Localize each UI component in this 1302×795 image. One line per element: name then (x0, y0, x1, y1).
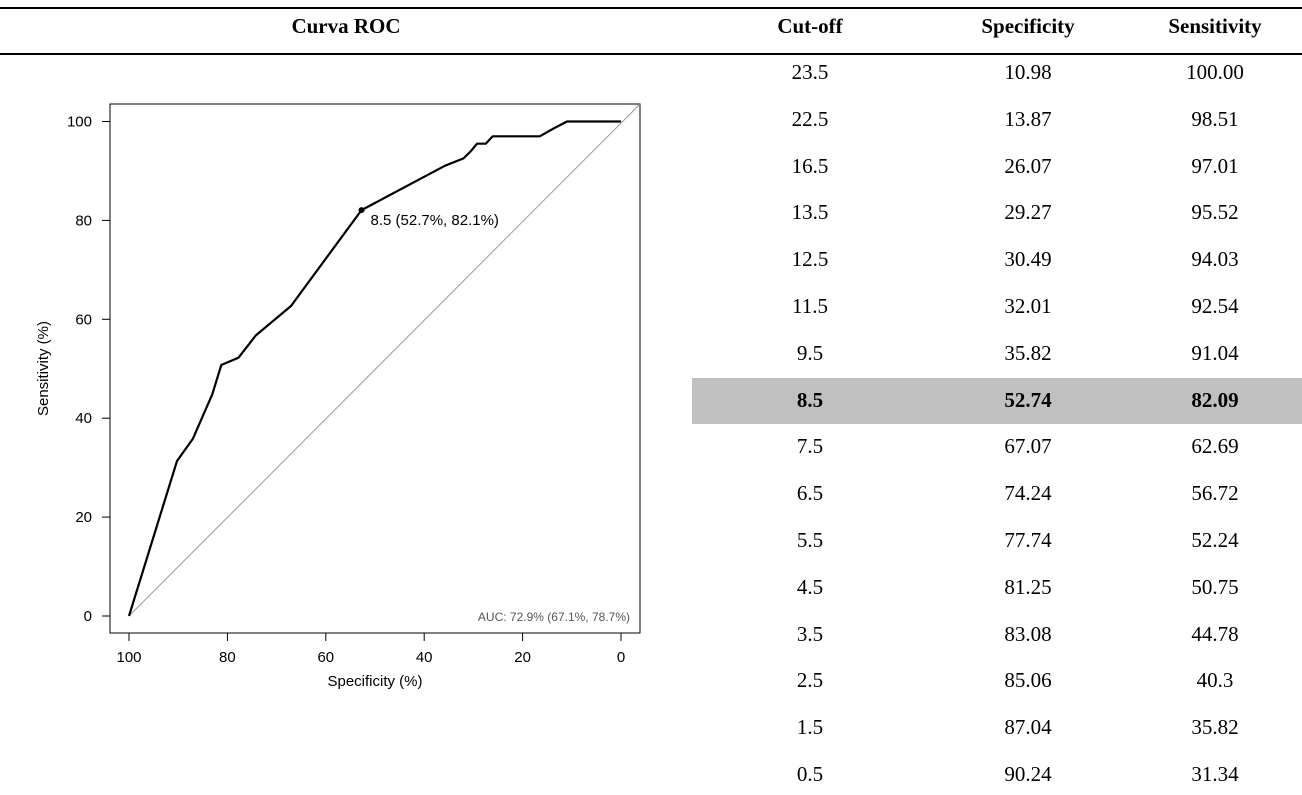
x-axis-label: Specificity (%) (327, 673, 422, 690)
optimal-cutoff-label: 8.5 (52.7%, 82.1%) (371, 212, 499, 229)
table-cell-cutoff: 6.5 (796, 481, 824, 506)
x-tick-label: 40 (416, 649, 433, 666)
x-tick-label: 20 (514, 649, 531, 666)
y-tick-label: 60 (75, 311, 92, 328)
x-tick-label: 100 (116, 649, 141, 666)
table-cell-cutoff: 0.5 (796, 762, 824, 786)
y-tick-label: 80 (75, 212, 92, 229)
table-cell-specificity: 29.27 (1004, 200, 1052, 225)
x-tick-label: 80 (219, 649, 236, 666)
chart-title-header: Curva ROC (291, 14, 401, 38)
table-cell-cutoff: 23.5 (791, 60, 829, 84)
table-cell-specificity: 52.74 (1004, 387, 1052, 412)
table-cell-sensitivity: 94.03 (1191, 247, 1239, 272)
column-header-cutoff: Cut-off (777, 14, 843, 38)
column-header-sensitivity: Sensitivity (1168, 14, 1262, 38)
table-cell-cutoff: 3.5 (796, 621, 824, 646)
y-tick-label: 100 (67, 114, 92, 131)
table-cell-specificity: 32.01 (1004, 294, 1052, 318)
table-cell-specificity: 13.87 (1004, 106, 1052, 131)
roc-curve-line (127, 120, 621, 617)
table-cell-sensitivity: 62.69 (1191, 434, 1239, 459)
table-cell-specificity: 90.24 (1004, 762, 1052, 786)
table-cell-specificity: 30.49 (1004, 247, 1052, 272)
table-cell-cutoff: 7.5 (796, 434, 824, 459)
table-cell-cutoff: 5.5 (796, 528, 824, 552)
optimal-cutoff-point (358, 207, 365, 214)
table-cell-specificity: 87.04 (1004, 715, 1052, 740)
table-cell-sensitivity: 44.78 (1191, 621, 1239, 646)
table-cell-specificity: 74.24 (1004, 481, 1052, 506)
table-header-rule (0, 53, 1302, 55)
table-cell-specificity: 85.06 (1004, 668, 1052, 693)
table-cell-cutoff: 12.5 (791, 247, 829, 272)
table-cell-specificity: 26.07 (1004, 153, 1052, 178)
highlighted-row-background (692, 378, 1302, 424)
table-cell-specificity: 81.25 (1004, 574, 1052, 599)
table-cell-cutoff: 1.5 (796, 715, 824, 740)
table-cell-sensitivity: 98.51 (1191, 106, 1239, 131)
y-tick-label: 0 (84, 608, 92, 625)
y-tick-label: 40 (75, 410, 92, 427)
chance-diagonal-line (128, 103, 641, 617)
table-cell-specificity: 10.98 (1004, 60, 1052, 84)
table-cell-cutoff: 9.5 (796, 340, 824, 365)
table-cell-cutoff: 8.5 (796, 387, 824, 412)
table-cell-sensitivity: 97.01 (1191, 153, 1239, 178)
table-cell-specificity: 77.74 (1004, 528, 1052, 552)
table-cell-cutoff: 2.5 (796, 668, 824, 693)
y-tick-label: 20 (75, 509, 92, 526)
table-top-rule (0, 7, 1302, 9)
table-cell-cutoff: 4.5 (796, 574, 824, 599)
y-axis-label: Sensitivity (%) (35, 321, 52, 416)
table-cell-sensitivity: 31.34 (1191, 762, 1239, 786)
table-cell-sensitivity: 95.52 (1191, 200, 1239, 225)
table-cell-cutoff: 13.5 (791, 200, 829, 225)
table-cell-sensitivity: 82.09 (1191, 387, 1239, 412)
table-cell-specificity: 35.82 (1004, 340, 1052, 365)
table-cell-sensitivity: 92.54 (1191, 294, 1239, 318)
auc-label: AUC: 72.9% (67.1%, 78.7%) (478, 610, 630, 624)
table-cell-cutoff: 16.5 (791, 153, 829, 178)
table-cell-cutoff: 11.5 (792, 294, 828, 318)
x-tick-label: 60 (317, 649, 334, 666)
table-cell-sensitivity: 40.3 (1196, 668, 1234, 693)
table-cell-specificity: 83.08 (1004, 621, 1052, 646)
table-cell-sensitivity: 91.04 (1191, 340, 1239, 365)
table-cell-sensitivity: 50.75 (1191, 574, 1239, 599)
table-cell-specificity: 67.07 (1004, 434, 1052, 459)
roc-chart: 0 20 40 60 80 100 100 80 60 40 20 0 Specificity (%) S… (35, 103, 641, 690)
x-tick-label: 0 (617, 649, 625, 666)
table-cell-sensitivity: 52.24 (1191, 528, 1239, 552)
table-cell-cutoff: 22.5 (791, 106, 829, 131)
plot-frame (109, 103, 641, 634)
column-header-specificity: Specificity (981, 14, 1075, 38)
table-cell-sensitivity: 35.82 (1191, 715, 1239, 740)
table-cell-sensitivity: 100.00 (1186, 60, 1244, 84)
table-cell-sensitivity: 56.72 (1191, 481, 1239, 506)
